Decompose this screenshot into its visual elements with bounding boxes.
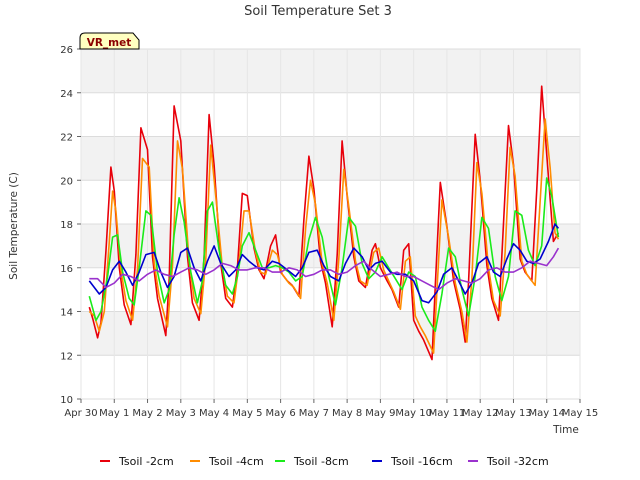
- plot-band: [81, 136, 580, 181]
- x-tick-label: May 6: [265, 408, 295, 419]
- y-axis: 10 12 14 16 18 20 22 24 26: [60, 45, 81, 406]
- legend-item: Tsoil -2cm: [100, 455, 174, 468]
- station-badge: VR_met: [79, 32, 140, 50]
- x-tick-label: May 12: [462, 408, 499, 419]
- x-axis: Apr 30 May 1 May 2 May 3 May 4 May 5 May 6 May …: [64, 399, 598, 419]
- plot-band: [81, 49, 580, 93]
- x-tick-label: May 3: [166, 408, 196, 419]
- x-tick-label: May 10: [395, 408, 432, 419]
- y-tick-label: 22: [60, 133, 73, 144]
- legend-label: Tsoil -8cm: [293, 455, 349, 468]
- legend-label: Tsoil -4cm: [208, 455, 264, 468]
- series-line: [88, 223, 560, 304]
- x-tick-label: May 13: [495, 408, 532, 419]
- y-tick-label: 26: [60, 45, 73, 56]
- y-tick-label: 12: [60, 351, 73, 362]
- x-tick-label: May 5: [232, 408, 262, 419]
- legend-label: Tsoil -16cm: [390, 455, 453, 468]
- series-line: [88, 85, 560, 361]
- series-layer: [88, 85, 560, 361]
- x-axis-label: Time: [552, 424, 579, 436]
- legend-item: Tsoil -16cm: [372, 455, 453, 468]
- y-tick-label: 20: [60, 176, 73, 187]
- x-tick-label: May 9: [365, 408, 395, 419]
- legend-label: Tsoil -32cm: [486, 455, 549, 468]
- x-tick-label: May 15: [562, 408, 599, 419]
- legend-item: Tsoil -4cm: [190, 455, 264, 468]
- x-tick-label: May 4: [199, 408, 229, 419]
- badge-box: [79, 32, 140, 50]
- x-tick-label: May 8: [332, 408, 362, 419]
- badge-label: VR_met: [87, 37, 132, 49]
- legend-label: Tsoil -2cm: [118, 455, 174, 468]
- x-tick-label: May 2: [132, 408, 162, 419]
- plot-band: [81, 224, 580, 268]
- y-tick-label: 14: [60, 308, 73, 319]
- legend-item: Tsoil -8cm: [275, 455, 349, 468]
- y-axis-label: Soil Temperature (C): [8, 172, 20, 280]
- x-tick-label: May 7: [299, 408, 329, 419]
- y-tick-label: 24: [60, 89, 73, 100]
- series-line: [89, 247, 560, 291]
- x-tick-label: May 11: [429, 408, 466, 419]
- legend: Tsoil -2cm Tsoil -4cm Tsoil -8cm Tsoil -16c…: [100, 455, 549, 468]
- x-tick-label: May 14: [528, 408, 565, 419]
- y-tick-label: 18: [60, 220, 73, 231]
- x-tick-label: May 1: [99, 408, 129, 419]
- legend-item: Tsoil -32cm: [468, 455, 549, 468]
- series-line: [88, 177, 560, 333]
- y-tick-label: 10: [60, 395, 73, 406]
- x-tick-label: Apr 30: [64, 408, 97, 419]
- y-tick-label: 16: [60, 264, 73, 275]
- chart-title: Soil Temperature Set 3: [244, 4, 392, 19]
